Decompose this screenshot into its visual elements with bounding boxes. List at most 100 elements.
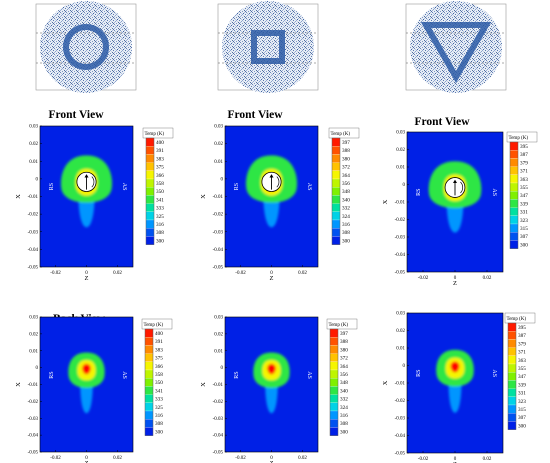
colorbar-swatch: [331, 195, 341, 204]
colorbar-swatch: [329, 369, 339, 379]
colorbar-title: Temp (K): [144, 323, 164, 328]
colorbar-swatch: [509, 199, 519, 208]
colorbar-title-box: [141, 318, 173, 330]
contour-panel-4: Back ViewRSAS0.030.020.010-0.01-0.02-0.0…: [15, 313, 173, 463]
y-tick-label: 0: [36, 366, 39, 371]
colorbar-level: 356: [340, 372, 348, 378]
colorbar-level: 307: [520, 234, 528, 240]
triangle-ring-mark: [420, 22, 492, 84]
colorbar-level: 358: [155, 372, 163, 378]
rotation-arc: [276, 176, 280, 188]
colorbar-level: 358: [156, 181, 164, 187]
colorbar-swatch: [507, 421, 517, 430]
rotation-arc: [460, 181, 464, 194]
x-tick-label: 0: [85, 271, 88, 276]
y-tick-label: 0.03: [214, 125, 223, 130]
colorbar-level: 383: [155, 347, 163, 353]
colorbar-level: 341: [156, 197, 164, 203]
retreating-side-label: RS: [234, 183, 240, 190]
colorbar-swatch: [331, 146, 341, 155]
colorbar-swatch: [329, 427, 339, 436]
y-axis-label: X: [382, 380, 389, 385]
y-tick-label: -0.02: [395, 399, 406, 404]
colorbar-level: 348: [340, 380, 348, 386]
y-tick-label: 0.02: [29, 142, 38, 147]
colorbar-swatch: [144, 337, 154, 346]
x-tick-label: 0.02: [483, 457, 492, 462]
colorbar-swatch: [331, 154, 341, 163]
colorbar-level: 323: [520, 218, 528, 224]
y-tick-label: -0.04: [395, 253, 406, 258]
colorbar-level: 347: [520, 193, 528, 199]
x-tick-label: 0.02: [113, 271, 122, 276]
colorbar-swatch: [507, 372, 517, 381]
contour-panel-2: Front View RS AS 0.03 0.02 0.01 0 -0.01 -0.02 -0.…: [200, 109, 360, 282]
colorbar-level: 397: [342, 140, 350, 146]
colorbar-level: 315: [518, 407, 526, 413]
colorbar: Temp (K) 400 391 383 375 366 358 350 341 333 325 31…: [141, 318, 173, 436]
temperature-field: [68, 352, 105, 414]
colorbar-swatch: [329, 345, 339, 354]
y-tick-label: 0.02: [29, 332, 38, 337]
colorbar-swatch: [507, 322, 517, 332]
hot-core: [450, 361, 460, 372]
colorbar-swatch: [329, 410, 339, 420]
x-axis-label: Z: [85, 460, 89, 463]
retreating-side-label: RS: [416, 370, 422, 377]
y-tick-label: -0.01: [395, 201, 406, 206]
x-tick-label: 0: [270, 271, 273, 276]
colorbar-level: 380: [342, 156, 350, 162]
y-tick-label: -0.05: [213, 451, 224, 456]
x-tick-label: -0.02: [50, 456, 61, 461]
colorbar-level: 331: [518, 391, 526, 397]
contour-panel-5: Back ViewRSAS0.030.020.010-0.01-0.02-0.0…: [200, 316, 358, 463]
x-tick-label: 0.02: [113, 456, 122, 461]
tool-direction-arrow: [84, 174, 89, 178]
y-tick-label: -0.02: [213, 213, 224, 218]
colorbar-title: Temp (K): [331, 132, 351, 137]
retreating-side-label: RS: [49, 183, 55, 190]
x-tick-label: 0: [454, 276, 457, 281]
colorbar-level: 331: [520, 210, 528, 216]
colorbar-level: 397: [340, 331, 348, 337]
colorbar-swatch: [329, 361, 339, 371]
colorbar-swatch: [507, 380, 517, 389]
workpiece-disc: [40, 1, 132, 93]
colorbar-level: 348: [342, 189, 350, 195]
colorbar-title-box: [504, 312, 536, 324]
colorbar-swatch: [509, 223, 519, 233]
colorbar-swatch: [145, 236, 155, 245]
colorbar-level: 366: [156, 173, 164, 179]
colorbar-border: [507, 322, 517, 430]
x-tick-label: -0.02: [418, 276, 429, 281]
y-tick-label: -0.03: [28, 417, 39, 422]
colorbar-swatch: [144, 361, 154, 371]
y-tick-label: -0.03: [395, 417, 406, 422]
colorbar: Temp (K) 397 388 380 372 364 356 348 340 332 324 31…: [328, 127, 360, 245]
colorbar-level: 383: [156, 156, 164, 162]
y-tick-label: 0.03: [396, 312, 405, 317]
colorbar-level: 387: [518, 333, 526, 339]
colorbar-level: 371: [520, 169, 528, 175]
x-tick-label: 0.02: [298, 271, 307, 276]
colorbar-swatch: [331, 162, 341, 171]
colorbar-title: Temp (K): [145, 132, 165, 137]
colorbar-swatch: [145, 137, 155, 147]
colorbar-level: 371: [518, 350, 526, 356]
colorbar: Temp (K) 395 387 379 371 363 355 347 339 331 323 31…: [506, 131, 538, 249]
colorbar-border: [509, 141, 519, 249]
colorbar-level: 316: [156, 222, 164, 228]
y-tick-label: -0.05: [395, 271, 406, 276]
colorbar-level: 379: [518, 341, 526, 347]
colorbar-level: 340: [340, 388, 348, 394]
rotation-arc: [91, 176, 95, 188]
y-tick-label: -0.05: [28, 266, 39, 271]
colorbar: Temp (K) 400 391 383 375 366 358 350 341 333 325 31…: [142, 127, 174, 245]
temperature-field: [428, 161, 482, 233]
colorbar-swatch: [329, 394, 339, 403]
colorbar-swatch: [331, 170, 341, 180]
colorbar-level: 375: [156, 165, 164, 171]
colorbar-level: 379: [520, 160, 528, 166]
colorbar-swatch: [145, 187, 155, 196]
colorbar-swatch: [329, 353, 339, 362]
